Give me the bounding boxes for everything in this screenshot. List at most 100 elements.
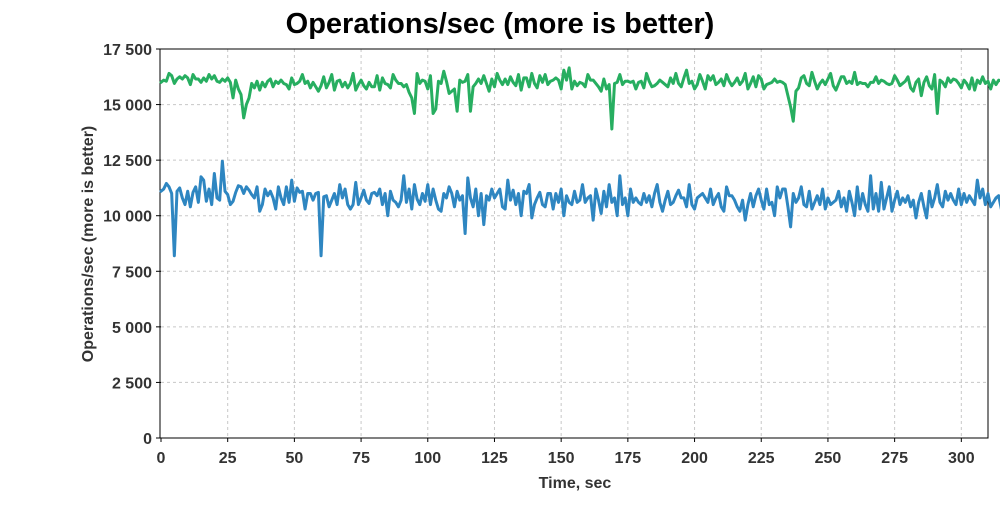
data-point	[926, 76, 928, 78]
data-point	[827, 197, 829, 199]
data-point	[966, 201, 968, 203]
data-point	[648, 80, 650, 82]
data-point	[219, 199, 221, 201]
x-tick-label: 150	[548, 450, 575, 467]
data-point	[739, 210, 741, 212]
data-point	[320, 255, 322, 257]
data-point	[259, 210, 261, 212]
data-point	[701, 192, 704, 195]
data-point	[693, 208, 696, 210]
data-point	[843, 197, 845, 199]
data-point	[203, 77, 205, 79]
data-point	[795, 201, 797, 203]
data-point	[990, 88, 992, 90]
data-point	[349, 208, 352, 210]
data-point	[907, 76, 909, 78]
data-point	[165, 80, 167, 82]
data-point	[253, 197, 255, 199]
data-point	[854, 215, 856, 217]
data-point	[675, 72, 677, 75]
data-point	[339, 183, 341, 186]
data-point	[189, 206, 191, 208]
data-point	[491, 188, 493, 190]
data-point	[181, 197, 183, 199]
data-point	[976, 179, 978, 181]
data-point	[669, 77, 672, 79]
data-point	[525, 192, 528, 195]
data-point	[336, 80, 338, 82]
data-point	[731, 85, 733, 87]
data-point	[568, 67, 570, 69]
data-point	[824, 83, 826, 86]
data-point	[635, 88, 637, 90]
data-point	[373, 191, 376, 193]
data-point	[814, 80, 816, 82]
data-point	[205, 80, 207, 82]
data-point	[920, 95, 922, 97]
data-point	[643, 192, 645, 195]
data-point	[827, 78, 829, 80]
data-point	[886, 197, 888, 199]
data-point	[605, 206, 608, 208]
data-point	[851, 201, 853, 203]
data-point	[456, 190, 458, 192]
data-point	[597, 86, 600, 88]
data-point	[389, 190, 392, 192]
data-point	[573, 190, 576, 192]
data-point	[229, 204, 231, 206]
data-point	[637, 201, 640, 203]
data-point	[296, 187, 298, 189]
data-point	[720, 206, 722, 208]
data-point	[331, 73, 333, 76]
data-point	[995, 197, 997, 199]
data-point	[184, 204, 186, 206]
data-point	[872, 208, 874, 210]
data-point	[376, 75, 378, 77]
y-tick-label: 15 000	[103, 98, 152, 115]
data-point	[645, 72, 648, 75]
data-point	[755, 86, 757, 88]
data-point	[408, 188, 410, 190]
data-point	[587, 197, 589, 199]
data-point	[635, 197, 637, 199]
data-point	[421, 192, 424, 195]
data-point	[560, 88, 562, 90]
data-point	[208, 188, 210, 190]
data-point	[173, 82, 175, 85]
data-point	[816, 195, 818, 197]
data-point	[741, 80, 744, 82]
data-point	[621, 83, 624, 86]
y-tick-label: 17 500	[103, 42, 152, 59]
data-point	[371, 192, 373, 195]
data-point	[277, 82, 279, 85]
data-point	[816, 88, 818, 90]
data-point	[725, 186, 728, 188]
data-point	[453, 206, 456, 208]
data-point	[931, 206, 933, 208]
data-point	[760, 78, 762, 80]
data-point	[814, 201, 816, 203]
data-point	[493, 86, 496, 88]
data-point	[483, 75, 485, 77]
data-point	[888, 186, 890, 188]
data-point	[576, 85, 578, 87]
data-point	[926, 217, 928, 219]
data-point	[904, 80, 906, 82]
data-point	[477, 215, 480, 217]
data-point	[251, 194, 253, 196]
data-point	[288, 88, 290, 90]
data-point	[355, 181, 357, 183]
data-point	[408, 91, 410, 93]
data-point	[293, 200, 295, 202]
data-point	[549, 192, 552, 195]
y-tick-label: 2 500	[112, 375, 152, 392]
data-point	[432, 188, 434, 190]
x-tick-label: 75	[352, 450, 370, 467]
data-point	[309, 87, 311, 89]
data-point	[659, 201, 661, 203]
data-point	[677, 189, 680, 191]
data-point	[352, 204, 354, 206]
data-point	[987, 192, 989, 195]
data-point	[168, 186, 170, 188]
data-point	[896, 79, 898, 81]
